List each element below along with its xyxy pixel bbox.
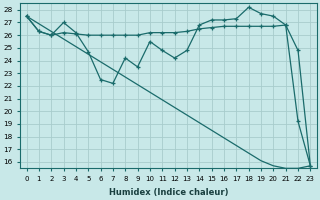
X-axis label: Humidex (Indice chaleur): Humidex (Indice chaleur) — [109, 188, 228, 197]
